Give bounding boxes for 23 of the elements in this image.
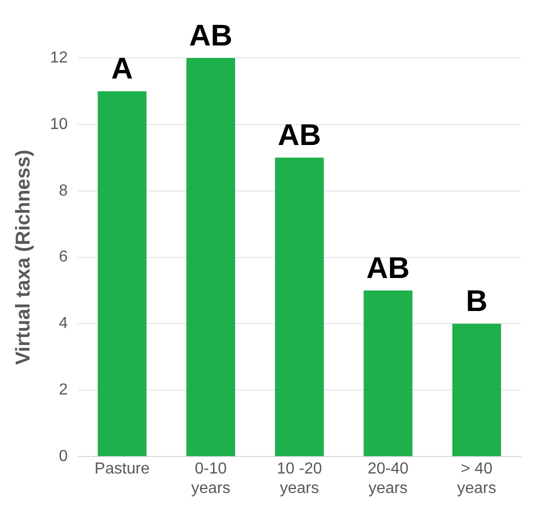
y-tick-label: 4	[58, 315, 68, 332]
y-tick-label: 10	[50, 116, 68, 133]
bar	[275, 158, 324, 456]
y-tick-label: 6	[58, 248, 68, 266]
bar	[186, 58, 236, 456]
y-tick-label: 8	[58, 182, 68, 200]
annotation: AB	[366, 252, 410, 285]
x-tick-label: 10 -20 years	[276, 460, 322, 497]
bar	[364, 290, 412, 456]
bar	[98, 91, 146, 456]
annotation: AB	[189, 19, 232, 52]
x-tick-label: 20-40 years	[368, 460, 409, 497]
y-tick-label: 12	[50, 49, 68, 66]
annotation: A	[111, 52, 133, 86]
x-tick-label: Pasture	[94, 460, 150, 478]
annotation: AB	[278, 118, 322, 152]
x-tick-label: > 40 years	[457, 460, 496, 497]
y-tick-label: 2	[58, 382, 68, 399]
y-axis-title: Virtual taxa (Richness)	[12, 150, 35, 365]
y-tick-label: 0	[58, 448, 68, 466]
bar	[452, 324, 502, 456]
x-tick-label: 0-10 years	[191, 460, 230, 497]
annotation: B	[466, 285, 488, 318]
